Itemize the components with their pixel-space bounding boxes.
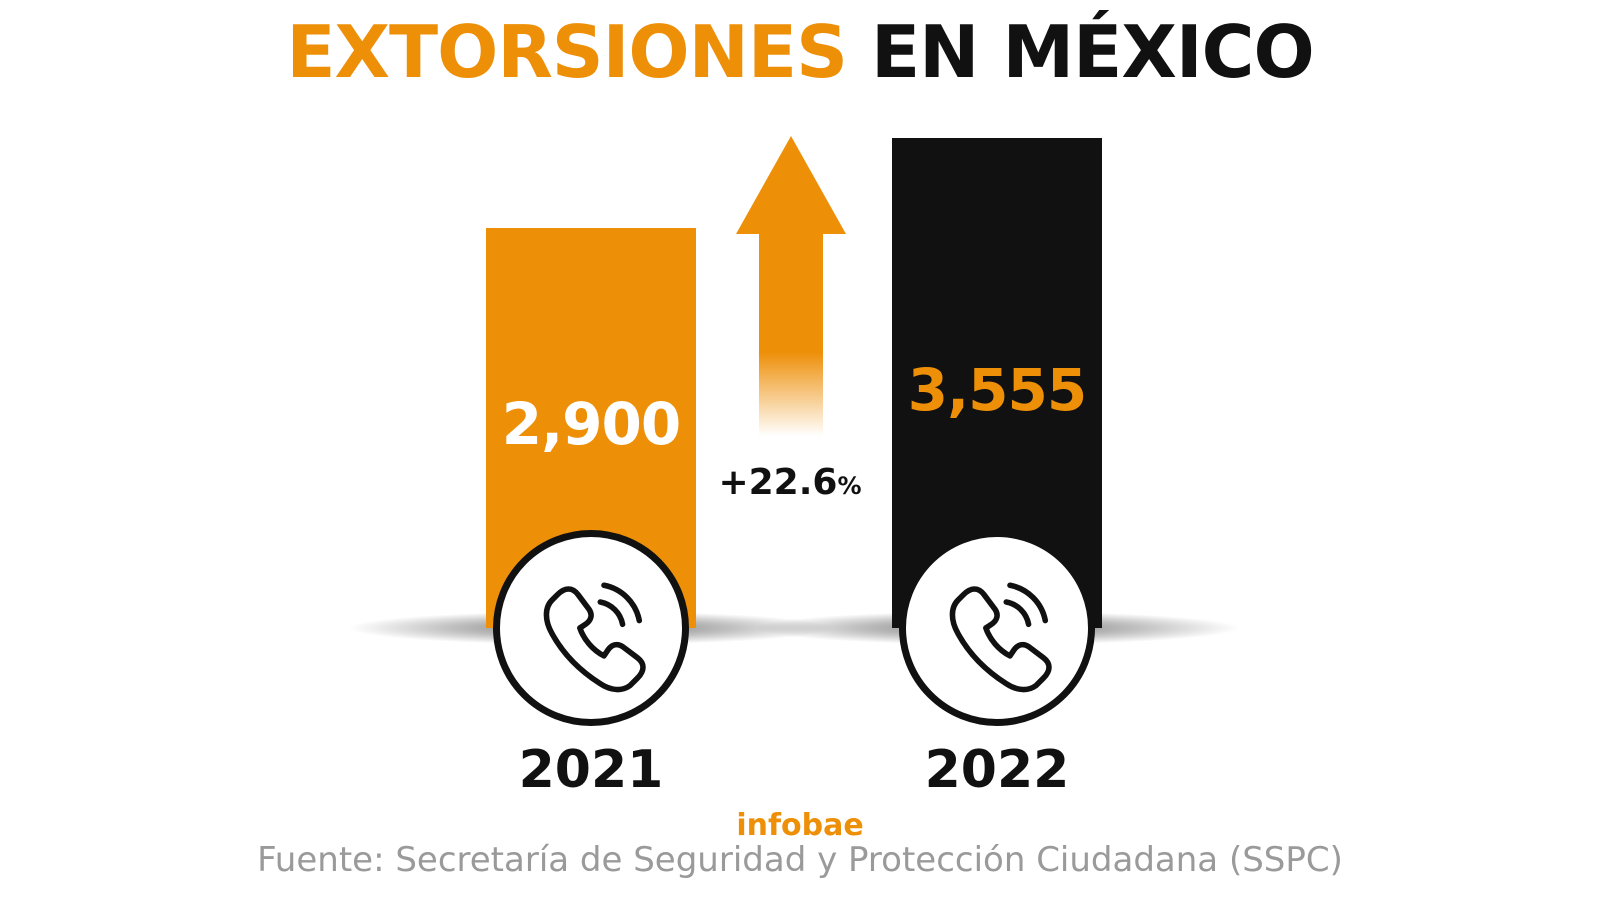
phone-circle — [493, 530, 689, 726]
increase-arrow-icon — [736, 136, 846, 436]
brand-logo: infobae — [736, 808, 864, 843]
page-title: EXTORSIONES EN MÉXICO — [0, 8, 1600, 96]
phone-circle — [899, 530, 1095, 726]
bar-value-label: 3,555 — [907, 356, 1087, 424]
phone-icon — [543, 582, 646, 693]
year-label: 2021 — [518, 740, 664, 800]
year-label: 2022 — [924, 740, 1070, 800]
source-note: Fuente: Secretaría de Seguridad y Protec… — [257, 840, 1343, 880]
change-label: +22.6% — [700, 462, 880, 503]
bar-value-label: 2,900 — [501, 390, 681, 458]
title-highlight: EXTORSIONES — [286, 10, 848, 94]
change-value: +22.6 — [718, 462, 838, 503]
title-rest: EN MÉXICO — [871, 10, 1315, 94]
phone-icon — [949, 582, 1052, 693]
change-unit: % — [837, 472, 862, 500]
